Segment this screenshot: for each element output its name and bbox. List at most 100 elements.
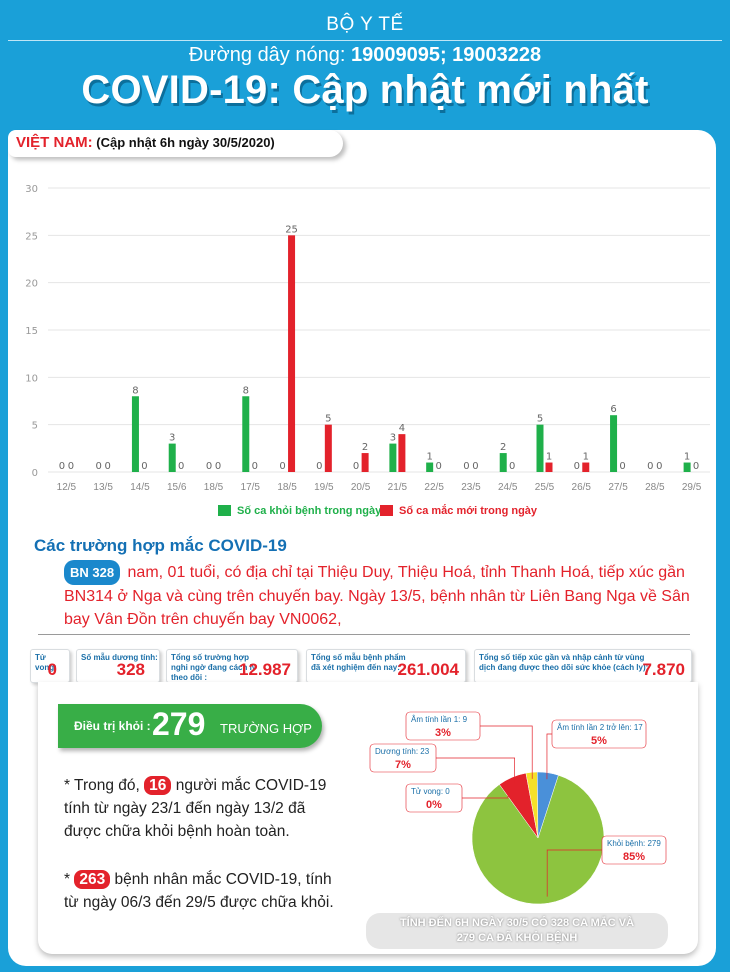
legend-swatch [380, 505, 393, 516]
legend-swatch [218, 505, 231, 516]
case-status-pie: Âm tính lần 1: 9 3% Âm tính lần 2 trở lên:… [369, 711, 667, 905]
legend-label: Số ca khỏi bệnh trong ngày [237, 505, 382, 517]
y-tick-label: 5 [32, 421, 38, 432]
bar-recovered [242, 396, 250, 472]
summary-line-2: 279 CA ĐÃ KHỎI BỆNH [456, 932, 578, 944]
x-tick-label: 21/5 [388, 482, 408, 493]
bar-new-cases [398, 434, 406, 472]
x-tick-label: 13/5 [93, 482, 113, 493]
recovered-number: 279 [152, 706, 206, 742]
bar-recovered [389, 443, 397, 472]
stat-value: 261.004 [397, 660, 459, 679]
x-tick-label: 17/5 [241, 482, 261, 493]
recovered-unit: TRƯỜNG HỢP [220, 721, 312, 736]
stat-value: 7.870 [642, 660, 685, 679]
pie-callout-pct: 5% [591, 735, 607, 747]
stat-quarantine: Tổng số trường hợp nghi ngờ đang cách ly… [166, 649, 298, 683]
data-label: 2 [500, 442, 506, 453]
data-label: 8 [132, 385, 138, 396]
data-label: 0 [252, 461, 258, 472]
note-second-wave: * 263 bệnh nhân mắc COVID-19, tính từ ng… [64, 868, 334, 914]
data-label: 3 [169, 433, 175, 444]
cases-title: Các trường hợp mắc COVID-19 [34, 536, 287, 555]
bar-recovered [536, 424, 544, 472]
x-tick-label: 25/5 [535, 482, 555, 493]
data-label: 0 [353, 461, 359, 472]
hotline-numbers: 19009095; 19003228 [350, 44, 542, 66]
data-label: 8 [243, 385, 249, 396]
data-label: 25 [285, 224, 298, 235]
pie-callout-line [462, 788, 509, 799]
stat-label: Tổng số tiếp xúc gần và nhập cảnh từ vùn… [479, 653, 649, 672]
data-label: 0 [215, 461, 221, 472]
note-number: 263 [74, 870, 111, 889]
data-label: 1 [583, 452, 589, 463]
x-tick-label: 18/5 [277, 482, 297, 493]
pie-slice [471, 774, 605, 905]
x-tick-label: 28/5 [645, 482, 665, 493]
data-label: 3 [390, 433, 396, 444]
data-label: 0 [463, 461, 469, 472]
bar-new-cases [545, 462, 553, 472]
data-label: 0 [178, 461, 184, 472]
x-tick-label: 23/5 [461, 482, 481, 493]
stat-label: Tổng số mẫu bệnh phẩm đã xét nghiệm đến … [311, 653, 406, 672]
x-tick-label: 12/5 [57, 482, 77, 493]
note-text: * Trong đó, [64, 777, 140, 794]
summary-footer: TÍNH ĐẾN 6H NGÀY 30/5 CÓ 328 CA MẮC VÀ 2… [366, 913, 668, 949]
y-tick-label: 20 [25, 279, 38, 290]
data-label: 1 [546, 452, 552, 463]
data-label: 0 [647, 461, 653, 472]
y-tick-label: 25 [25, 231, 38, 242]
data-label: 0 [472, 461, 478, 472]
bar-recovered [426, 462, 434, 472]
x-tick-label: 19/5 [314, 482, 334, 493]
x-tick-label: 14/5 [130, 482, 150, 493]
note-text: người mắc COVID-19 tính từ ngày 23/1 đến… [64, 777, 327, 840]
y-tick-label: 15 [25, 326, 38, 337]
update-date: (Cập nhật 6h ngày 30/5/2020) [96, 135, 275, 150]
data-label: 0 [509, 461, 515, 472]
legend-label: Số ca mắc mới trong ngày [399, 504, 538, 517]
data-label: 0 [104, 461, 110, 472]
data-label: 0 [68, 461, 74, 472]
recovered-label: Điều trị khỏi : [74, 719, 151, 733]
stat-label: Tổng số trường hợp nghi ngờ đang cách ly… [171, 653, 257, 682]
summary-line-1: TÍNH ĐẾN 6H NGÀY 30/5 CÓ 328 CA MẮC VÀ [399, 917, 635, 929]
note-number: 16 [144, 776, 172, 795]
stat-value: 328 [116, 660, 145, 679]
stat-positive-samples: Số mẫu dương tính: 328 [76, 649, 160, 683]
data-label: 0 [656, 461, 662, 472]
x-tick-label: 20/5 [351, 482, 371, 493]
stats-strip: Tử vong: 0 Số mẫu dương tính: 328 Tổng s… [30, 649, 700, 683]
bar-recovered [683, 462, 691, 472]
update-label: VIỆT NAM: (Cập nhật 6h ngày 30/5/2020) [8, 130, 343, 157]
pie-callout-line [546, 733, 552, 780]
page-title: COVID-19: Cập nhật mới nhất [81, 68, 649, 112]
stat-deaths: Tử vong: 0 [30, 649, 70, 683]
pie-callout-label: Dương tính: 23 [375, 747, 430, 756]
bar-new-cases [361, 453, 369, 472]
stat-label: Tử vong: [35, 653, 57, 672]
data-label: 5 [325, 414, 331, 425]
data-label: 0 [316, 461, 322, 472]
stat-value: 0 [47, 660, 57, 679]
pie-callout-pct: 3% [435, 727, 451, 739]
country-label: VIỆT NAM: [16, 134, 93, 151]
data-label: 1 [426, 452, 432, 463]
x-tick-label: 27/5 [608, 482, 628, 493]
data-label: 5 [537, 414, 543, 425]
data-label: 0 [619, 461, 625, 472]
data-label: 0 [95, 461, 101, 472]
bar-new-cases [288, 235, 296, 472]
data-label: 0 [435, 461, 441, 472]
bar-new-cases [324, 424, 332, 472]
data-label: 1 [684, 452, 690, 463]
note-text: * [64, 871, 71, 888]
data-label: 2 [362, 442, 368, 453]
section-divider [38, 634, 690, 635]
bar-recovered [168, 443, 176, 472]
bar-recovered [131, 396, 139, 472]
pie-callout-label: Khỏi bệnh: 279 [607, 839, 661, 848]
